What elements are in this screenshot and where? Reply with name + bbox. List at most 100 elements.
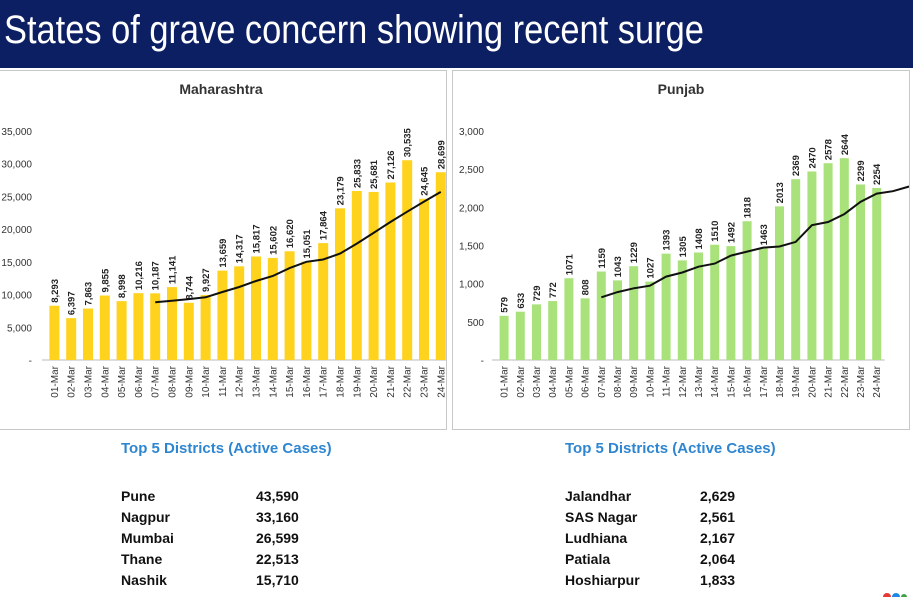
data-label: 15,817 [252, 224, 263, 253]
district-value: 26,599 [256, 529, 299, 546]
punjab-bar [548, 301, 558, 360]
punjab-bar [742, 221, 752, 360]
data-label: 10,187 [151, 261, 162, 290]
data-label: 14,317 [235, 234, 246, 263]
data-label: 1463 [759, 224, 770, 245]
districts-heading: Top 5 Districts (Active Cases) [121, 440, 332, 457]
data-label: 25,833 [352, 159, 363, 188]
punjab-bar [661, 253, 671, 360]
data-label: 8,744 [184, 275, 195, 299]
district-value: 2,629 [700, 487, 736, 504]
data-label: 2644 [840, 133, 851, 155]
table-row: Nashik 15,710 [121, 569, 299, 590]
data-label: 9,855 [100, 268, 111, 292]
x-tick-label: 10-Mar [201, 365, 212, 397]
data-label: 8,998 [117, 274, 128, 298]
x-tick-label: 04-Mar [548, 365, 559, 397]
district-name: Nagpur [121, 508, 170, 525]
maharashtra-bar [402, 160, 413, 360]
x-tick-label: 11-Mar [662, 365, 673, 397]
maharashtra-bar [133, 293, 144, 360]
y-tick-label: - [481, 356, 484, 367]
maharashtra-bar [167, 287, 177, 360]
punjab-bar [758, 248, 768, 360]
x-tick-label: 10-Mar [645, 365, 656, 397]
district-name: Ludhiana [565, 529, 628, 546]
y-tick-label: 3,000 [459, 127, 484, 138]
x-tick-label: 21-Mar [386, 365, 397, 397]
maharashtra-districts: Top 5 Districts (Active Cases) Pune 43,59… [121, 440, 332, 590]
x-tick-label: 13-Mar [694, 365, 705, 397]
corner-decoration [883, 593, 907, 597]
district-value: 1,833 [700, 571, 736, 588]
maharashtra-bar [351, 190, 362, 360]
x-tick-label: 12-Mar [235, 365, 246, 397]
x-tick-label: 18-Mar [775, 365, 786, 397]
punjab-bar [823, 163, 833, 360]
data-label: 15,051 [302, 229, 313, 259]
table-row: Mumbai 26,599 [121, 527, 299, 548]
x-tick-label: 16-Mar [743, 365, 754, 397]
maharashtra-bar [318, 243, 329, 360]
data-label: 6,397 [67, 291, 78, 315]
x-tick-label: 16-Mar [302, 365, 313, 397]
maharashtra-bar [284, 251, 295, 360]
maharashtra-bar [419, 198, 429, 360]
districts-table: Jalandhar 2,629 SAS Nagar 2,561 Ludhiana 2,… [565, 485, 735, 590]
x-tick-label: 07-Mar [151, 365, 162, 397]
data-label: 23,179 [336, 176, 347, 205]
punjab-bar [856, 184, 865, 360]
y-tick-label: 10,000 [1, 291, 32, 302]
y-tick-label: 5,000 [7, 323, 32, 334]
data-label: 2470 [807, 147, 818, 168]
maharashtra-bar [301, 261, 312, 360]
x-tick-label: 09-Mar [629, 365, 640, 397]
maharashtra-bar [335, 208, 345, 360]
maharashtra-bar [49, 305, 60, 360]
y-tick-label: 15,000 [1, 258, 32, 269]
district-name: Thane [121, 550, 163, 567]
title-bar: States of grave concern showing recent s… [0, 0, 913, 68]
table-row: Patiala 2,064 [565, 548, 735, 569]
maharashtra-bar [251, 256, 261, 360]
punjab-bar [499, 315, 509, 360]
data-label: 633 [516, 293, 527, 309]
table-row: Hoshiarpur 1,833 [565, 569, 735, 590]
corner-dot-red [883, 593, 891, 597]
x-tick-label: 04-Mar [100, 365, 111, 397]
data-label: 1408 [694, 228, 705, 249]
district-name: Patiala [565, 550, 611, 567]
data-label: 729 [532, 285, 543, 301]
y-tick-label: 20,000 [1, 225, 32, 236]
punjab-bar [839, 158, 849, 360]
data-label: 1043 [613, 256, 624, 277]
x-tick-label: 06-Mar [581, 365, 592, 397]
x-tick-label: 03-Mar [532, 365, 543, 397]
district-name: Pune [121, 487, 156, 504]
data-label: 1510 [710, 221, 721, 242]
x-tick-label: 01-Mar [50, 365, 61, 397]
data-label: 17,864 [319, 210, 330, 240]
table-row: Pune 43,590 [121, 485, 299, 506]
maharashtra-bar [200, 295, 211, 360]
x-tick-label: 17-Mar [319, 365, 330, 397]
data-label: 16,620 [285, 219, 296, 248]
trend-line [155, 191, 442, 304]
data-label: 28,699 [436, 140, 446, 169]
district-name: Hoshiarpur [565, 571, 640, 588]
maharashtra-bar [150, 293, 161, 360]
x-tick-label: 20-Mar [807, 365, 818, 397]
maharashtra-bar [83, 308, 93, 360]
x-tick-label: 13-Mar [252, 365, 263, 397]
maharashtra-chart-panel: Maharashtra 35,000 30,000 25,000 20,000 15,00… [0, 70, 450, 430]
data-label: 2299 [856, 160, 867, 181]
x-tick-label: 15-Mar [285, 365, 296, 397]
punjab-bar [596, 271, 606, 360]
table-row: Thane 22,513 [121, 548, 299, 569]
x-tick-label: 09-Mar [184, 365, 195, 397]
x-tick-label: 08-Mar [613, 365, 624, 397]
x-tick-label: 14-Mar [268, 365, 279, 397]
data-label: 2013 [775, 182, 786, 203]
data-label: 772 [548, 282, 559, 298]
x-tick-label: 01-Mar [500, 365, 511, 397]
